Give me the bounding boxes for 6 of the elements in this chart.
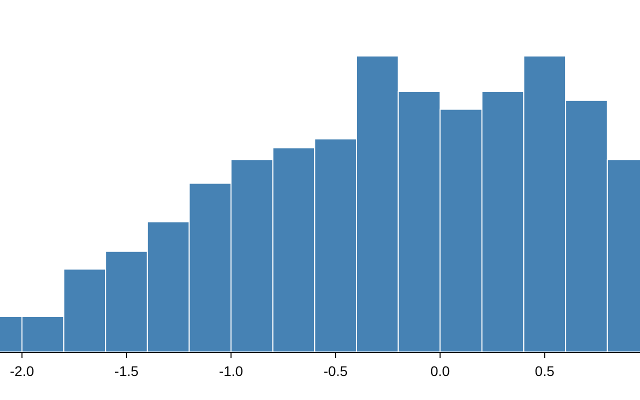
x-tick-label: -2.0	[10, 363, 34, 379]
x-tick-label: 0.0	[430, 363, 450, 379]
x-tick-label: 0.5	[534, 363, 555, 379]
x-tick-label: -1.5	[114, 363, 139, 379]
x-tick-label: -1.0	[218, 363, 244, 379]
x-tick-label: -0.5	[324, 363, 348, 379]
